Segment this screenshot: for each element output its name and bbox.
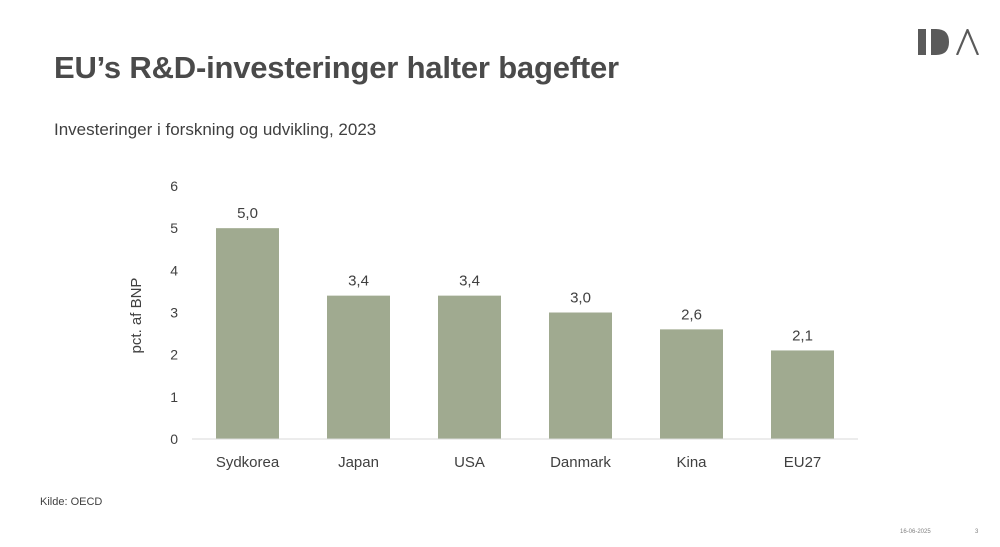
y-tick-label: 3 xyxy=(170,305,178,321)
y-tick-label: 5 xyxy=(170,220,178,236)
page-number: 3 xyxy=(975,529,979,535)
ida-logo-mark xyxy=(918,27,980,56)
y-tick-label: 4 xyxy=(170,262,178,278)
source-note: Kilde: OECD xyxy=(40,496,103,508)
data-label: 3,4 xyxy=(459,273,480,290)
x-tick-label: Sydkorea xyxy=(216,454,280,471)
y-tick-label: 0 xyxy=(170,431,178,447)
chart-subtitle: Investeringer i forskning og udvikling, … xyxy=(54,120,377,139)
bar-kina xyxy=(660,329,723,439)
bar-japan xyxy=(327,295,390,439)
data-label: 2,1 xyxy=(792,327,813,344)
bar-danmark xyxy=(549,312,612,439)
slide-title: EU’s R&D-investeringer halter bagefter xyxy=(54,50,619,85)
y-axis-title: pct. af BNP xyxy=(128,278,145,354)
footer-date: 16-06-2025 xyxy=(900,529,931,535)
data-label: 2,6 xyxy=(681,306,702,323)
x-tick-label: EU27 xyxy=(784,454,822,471)
data-label: 3,0 xyxy=(570,290,591,307)
ida-logo: IDA xyxy=(918,27,980,60)
bar-sydkorea xyxy=(216,228,279,439)
bar-usa xyxy=(438,295,501,439)
y-tick-label: 6 xyxy=(170,178,178,194)
x-tick-label: Japan xyxy=(338,454,379,471)
bar-eu27 xyxy=(771,350,834,439)
x-tick-label: Danmark xyxy=(550,454,611,471)
y-tick-label: 1 xyxy=(170,389,178,405)
data-label: 3,4 xyxy=(348,273,369,290)
x-tick-label: Kina xyxy=(676,454,707,471)
data-label: 5,0 xyxy=(237,205,258,222)
x-tick-label: USA xyxy=(454,454,485,471)
y-tick-label: 2 xyxy=(170,347,178,363)
